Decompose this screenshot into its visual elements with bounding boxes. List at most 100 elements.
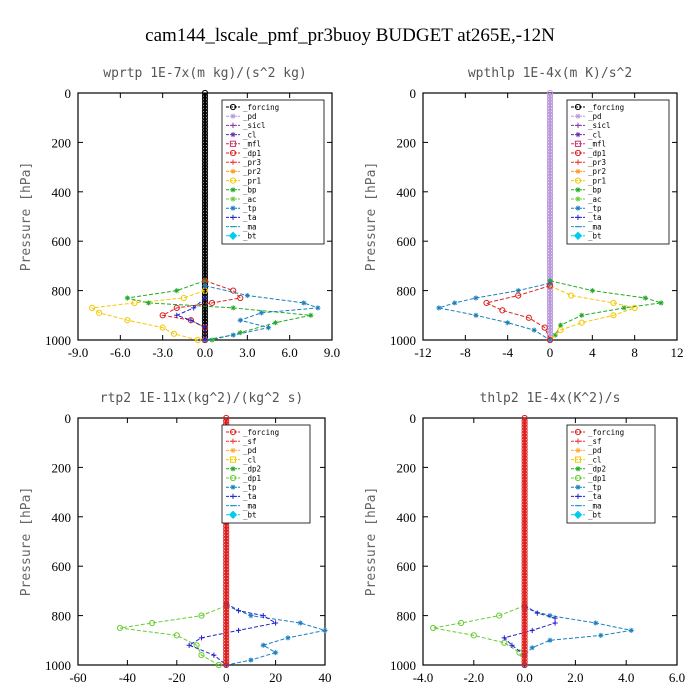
data-point bbox=[521, 572, 528, 579]
data-point bbox=[223, 590, 230, 598]
x-tick-label: -2.0 bbox=[464, 670, 485, 685]
legend-label: _tp bbox=[243, 204, 257, 213]
legend-label: _cl bbox=[243, 455, 257, 464]
data-point bbox=[521, 417, 528, 425]
data-point bbox=[546, 204, 554, 211]
legend-marker bbox=[575, 214, 581, 220]
legend-label: _ma bbox=[588, 222, 602, 231]
data-point bbox=[546, 170, 554, 177]
data-point bbox=[244, 292, 250, 299]
series-dp1 bbox=[430, 602, 528, 669]
data-point bbox=[223, 600, 230, 607]
y-tick-label: 800 bbox=[52, 609, 72, 624]
legend-label: _forcing bbox=[588, 103, 624, 112]
data-point bbox=[258, 310, 265, 316]
data-point bbox=[521, 461, 528, 468]
data-point bbox=[521, 510, 528, 517]
series-tp bbox=[202, 283, 321, 343]
legend-marker bbox=[230, 122, 236, 128]
legend-marker bbox=[575, 122, 581, 128]
data-point bbox=[201, 309, 209, 316]
legend-marker bbox=[230, 447, 236, 453]
data-point bbox=[521, 661, 528, 669]
data-point bbox=[201, 164, 209, 171]
y-tick-label: 1000 bbox=[390, 658, 416, 673]
data-point bbox=[202, 337, 208, 343]
data-point bbox=[546, 99, 554, 106]
data-point bbox=[188, 317, 194, 323]
series-forcing bbox=[546, 89, 554, 344]
data-point bbox=[521, 498, 528, 505]
data-point bbox=[96, 309, 103, 316]
data-point bbox=[201, 253, 209, 260]
data-point bbox=[223, 627, 230, 635]
legend: _forcing_sf_pd_cl_dp2_dp1_tp_ta_ma_bt bbox=[566, 424, 656, 524]
data-point bbox=[201, 188, 209, 195]
data-point bbox=[546, 201, 554, 208]
data-point bbox=[223, 563, 230, 570]
legend-marker bbox=[230, 187, 236, 193]
x-tick-label: -6.0 bbox=[110, 345, 131, 360]
data-point bbox=[223, 566, 230, 573]
y-tick-label: 400 bbox=[397, 185, 417, 200]
data-point bbox=[201, 265, 209, 273]
data-point bbox=[521, 556, 528, 564]
data-point bbox=[557, 327, 564, 334]
data-point bbox=[521, 575, 528, 582]
data-point bbox=[223, 417, 230, 425]
legend-label: _pd bbox=[243, 446, 257, 455]
data-point bbox=[521, 442, 528, 449]
data-point bbox=[230, 305, 236, 311]
data-point bbox=[546, 191, 554, 198]
data-point bbox=[201, 99, 209, 106]
data-point bbox=[578, 319, 585, 326]
data-point bbox=[201, 96, 209, 103]
data-point bbox=[521, 451, 528, 459]
x-tick-label: -4 bbox=[502, 345, 513, 360]
legend-label: _ma bbox=[243, 222, 257, 231]
data-point bbox=[546, 151, 554, 158]
legend-marker bbox=[230, 113, 236, 119]
data-point bbox=[521, 658, 528, 666]
legend-label: _tp bbox=[243, 483, 257, 492]
data-point bbox=[260, 642, 266, 648]
data-point bbox=[223, 643, 230, 650]
legend-marker bbox=[575, 159, 581, 165]
data-point bbox=[589, 288, 595, 294]
legend-marker bbox=[575, 196, 581, 202]
y-tick-label: 600 bbox=[52, 559, 72, 574]
data-point bbox=[521, 421, 528, 428]
data-point bbox=[211, 652, 217, 658]
legend-marker bbox=[574, 428, 582, 436]
data-point bbox=[201, 228, 209, 236]
data-point bbox=[201, 179, 209, 186]
data-point bbox=[628, 627, 634, 634]
y-tick-label: 0 bbox=[65, 411, 72, 426]
legend-label: _ta bbox=[243, 213, 257, 222]
data-point bbox=[201, 247, 209, 254]
legend-label: _tp bbox=[588, 204, 602, 213]
data-point bbox=[223, 624, 230, 632]
data-point bbox=[223, 529, 230, 536]
data-point bbox=[525, 314, 532, 321]
data-point bbox=[521, 566, 528, 573]
data-point bbox=[521, 637, 528, 644]
data-point bbox=[521, 581, 528, 588]
legend-label: _dp2 bbox=[588, 465, 606, 474]
y-axis-label: Pressure [hPa] bbox=[364, 487, 379, 597]
data-point bbox=[621, 305, 627, 311]
data-point bbox=[201, 235, 209, 242]
data-point bbox=[521, 541, 528, 548]
plot-frame bbox=[422, 417, 678, 666]
x-tick-label: 12 bbox=[671, 345, 684, 360]
data-point bbox=[223, 584, 230, 591]
data-point bbox=[546, 321, 554, 328]
data-point bbox=[201, 197, 209, 205]
data-point bbox=[546, 176, 554, 183]
x-tick-label: 4 bbox=[589, 345, 596, 360]
x-tick-label: 0.0 bbox=[197, 345, 213, 360]
data-point bbox=[521, 430, 528, 437]
data-point bbox=[547, 613, 553, 619]
data-point bbox=[521, 606, 528, 613]
data-point bbox=[145, 300, 152, 306]
